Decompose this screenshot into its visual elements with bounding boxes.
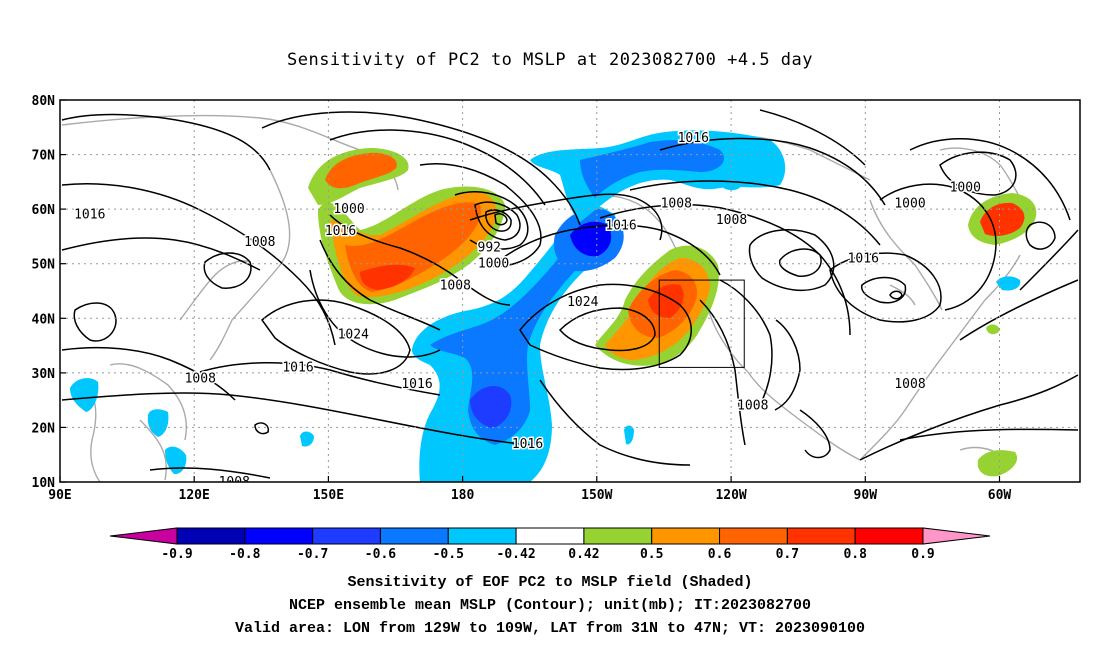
contour-labels: 1016 1008 1000 1016 992 1000 1008 1024 1016 1016 1…	[73, 130, 983, 490]
contour-label: 1024	[338, 328, 369, 343]
caption-line-1: Sensitivity of EOF PC2 to MSLP field (Sh…	[347, 574, 753, 591]
colorbar-box	[379, 527, 449, 545]
page-title: Sensitivity of PC2 to MSLP at 2023082700…	[286, 50, 813, 70]
contour-label: 1024	[567, 295, 598, 310]
colorbar-label: 0.42	[568, 547, 599, 562]
colorbar-box	[583, 527, 653, 545]
shade-negative-gulf-core	[570, 221, 612, 257]
contour-label: 1008	[661, 197, 692, 212]
contour-label: 1008	[219, 475, 250, 490]
colorbar-end-high	[922, 527, 991, 545]
contour-label: 1016	[74, 208, 105, 223]
colorbar-box	[176, 527, 246, 545]
contour-label: 992	[478, 240, 501, 255]
graticule	[60, 100, 1080, 482]
lon-label: 180	[451, 488, 475, 503]
colorbar-label: -0.9	[161, 547, 192, 562]
tick-marks	[59, 99, 1001, 483]
colorbar-box	[719, 527, 788, 545]
colorbar-label: 0.7	[776, 547, 799, 562]
colorbar-box	[312, 527, 381, 545]
colorbar-box	[651, 527, 721, 545]
shade-positive-okhotsk-core	[325, 152, 397, 189]
lat-label: 50N	[32, 258, 56, 273]
shade-positive-atlantic-core	[980, 202, 1025, 236]
contour-label: 1000	[950, 180, 981, 195]
lon-label: 120W	[715, 488, 746, 503]
lat-label: 70N	[32, 149, 56, 164]
colorbar-label: -0.6	[365, 547, 396, 562]
colorbar-label: -0.42	[497, 547, 536, 562]
shade-negative-pacific-mid	[430, 225, 600, 445]
colorbar-label: -0.8	[229, 547, 260, 562]
shade-positive-bering-max	[360, 264, 415, 290]
contour-label: 1008	[894, 377, 925, 392]
shade-negative-patch-1	[70, 378, 99, 412]
lat-label: 20N	[32, 421, 56, 436]
colorbar-label: 0.8	[843, 547, 867, 562]
lat-label: 60N	[32, 203, 56, 218]
colorbar-box	[515, 527, 585, 545]
lat-label: 10N	[32, 476, 56, 491]
contour-label: 1000	[894, 197, 925, 212]
contour-label: 1008	[244, 235, 275, 250]
lon-label: 60W	[988, 488, 1012, 503]
shade-negative-pacific-core	[470, 385, 512, 428]
shade-negative-patch-5	[624, 425, 634, 445]
colorbar-box	[854, 527, 924, 545]
colorbar-label: 0.6	[708, 547, 732, 562]
contour-label: 1016	[325, 224, 356, 239]
contour-label: 1016	[282, 360, 313, 375]
shade-positive-patch-2	[986, 324, 1000, 335]
shade-negative-patch-3	[165, 446, 187, 475]
contour-label: 1016	[848, 251, 879, 266]
map-frame	[59, 99, 1081, 483]
lon-label: 120E	[179, 488, 210, 503]
contour-label: 1008	[185, 371, 216, 386]
colorbar-box	[447, 527, 517, 545]
colorbar-box	[244, 527, 314, 545]
colorbar-label: -0.7	[297, 547, 328, 562]
lat-label: 40N	[32, 312, 56, 327]
lat-label: 80N	[32, 94, 56, 109]
colorbar	[109, 527, 991, 545]
colorbar-labels: -0.9 -0.8 -0.7 -0.6 -0.5 -0.42 0.42 0.5 0.6 0.7 0.…	[161, 547, 934, 562]
colorbar-label: -0.5	[433, 547, 464, 562]
shade-positive-patch-1	[977, 450, 1018, 477]
shade-negative-patch-6	[996, 276, 1021, 291]
colorbar-end-low	[109, 527, 178, 545]
shade-negative-arctic-mid	[580, 140, 724, 198]
contour-label: 1000	[333, 202, 364, 217]
shade-negative-patch-4	[300, 431, 314, 447]
colorbar-label: 0.5	[640, 547, 663, 562]
lon-label: 90W	[854, 488, 878, 503]
contour-label: 1016	[512, 437, 543, 452]
lon-label: 150E	[313, 488, 344, 503]
lon-label: 150W	[581, 488, 612, 503]
contour-label: 1000	[478, 257, 509, 272]
lat-labels: 80N 70N 60N 50N 40N 30N 20N 10N	[32, 94, 56, 491]
contour-label: 1016	[678, 131, 709, 146]
colorbar-label: 0.9	[911, 547, 934, 562]
contour-label: 1008	[737, 399, 768, 414]
valid-area-box	[658, 279, 745, 368]
mslp-contours	[61, 109, 1079, 479]
caption-line-2: NCEP ensemble mean MSLP (Contour); unit(…	[288, 597, 812, 614]
lon-labels: 90E 120E 150E 180 150W 120W 90W 60W	[48, 488, 1011, 503]
lat-label: 30N	[32, 367, 56, 382]
contour-label: 1016	[401, 377, 432, 392]
contour-label: 1016	[605, 219, 636, 234]
colorbar-box	[786, 527, 856, 545]
lon-label: 90E	[48, 488, 71, 503]
caption-line-3: Valid area: LON from 129W to 109W, LAT f…	[234, 620, 866, 637]
contour-label: 1008	[716, 213, 747, 228]
shade-negative-patch-2	[147, 409, 169, 437]
contour-label: 1008	[440, 279, 471, 294]
map-plot-area: 1016 1008 1000 1016 992 1000 1008 1024 1016 1016 1…	[60, 100, 1080, 490]
